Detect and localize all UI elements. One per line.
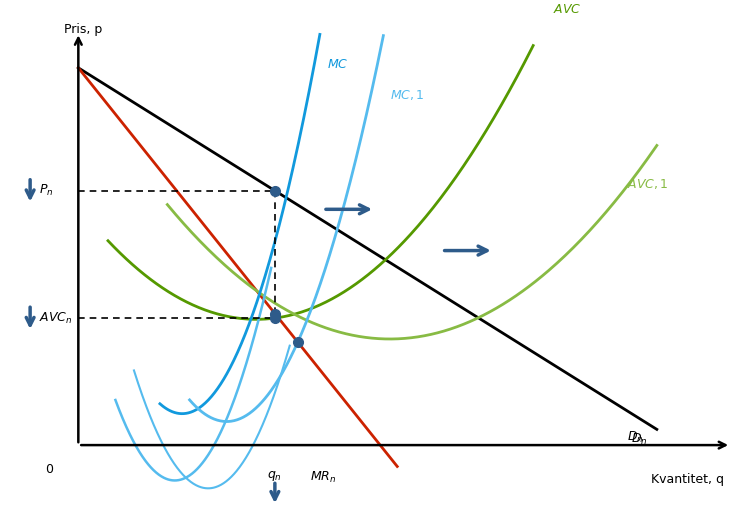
Text: $P_n$: $P_n$ <box>39 183 53 198</box>
Text: 0: 0 <box>45 463 53 476</box>
Text: D$_n$: D$_n$ <box>627 430 644 445</box>
Text: $AVC_n$: $AVC_n$ <box>39 310 73 326</box>
Text: $AVC$: $AVC$ <box>553 3 581 16</box>
Text: $MR_n$: $MR_n$ <box>310 470 336 485</box>
Text: $q_n$: $q_n$ <box>268 469 282 483</box>
Text: $D_n$: $D_n$ <box>631 432 647 447</box>
Text: Pris, p: Pris, p <box>64 23 102 36</box>
Text: $MC$: $MC$ <box>327 58 349 71</box>
Text: $AVC, 1$: $AVC, 1$ <box>627 177 669 191</box>
Text: Kvantitet, q: Kvantitet, q <box>650 473 724 486</box>
Text: $MC, 1$: $MC, 1$ <box>390 88 424 102</box>
